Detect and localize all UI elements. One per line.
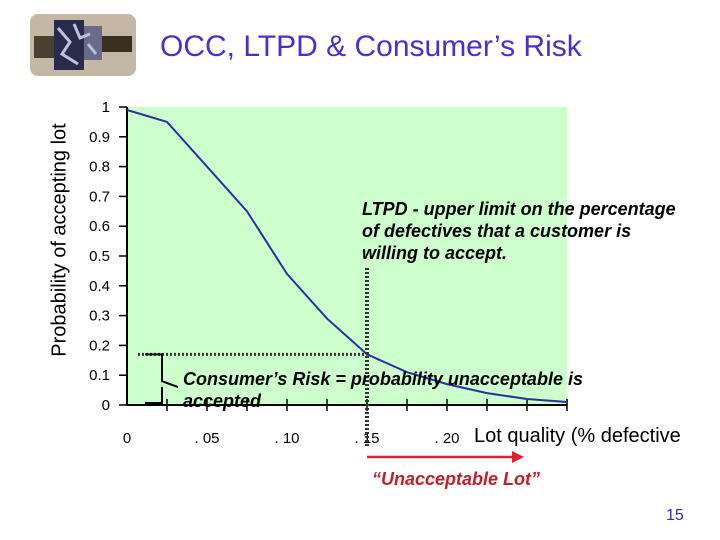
y-tick-label: 1 bbox=[102, 99, 110, 116]
ltpd-annotation: LTPD - upper limit on the percentage of … bbox=[362, 199, 676, 263]
y-tick-label: 0.3 bbox=[89, 308, 110, 325]
y-tick-label: 0.5 bbox=[89, 248, 110, 265]
unacceptable-arrow-head bbox=[512, 451, 524, 463]
x-tick-label: . 10 bbox=[274, 430, 299, 447]
x-axis-title: Lot quality (% defective bbox=[474, 425, 681, 447]
x-tick-label: . 05 bbox=[194, 430, 219, 447]
y-tick-label: 0.1 bbox=[89, 367, 110, 384]
y-tick-label: 0.9 bbox=[89, 129, 110, 146]
y-tick-label: 0.4 bbox=[89, 278, 110, 295]
y-tick-label: 0 bbox=[102, 397, 110, 414]
y-tick-label: 0.2 bbox=[89, 337, 110, 354]
unacceptable-lot-label: “Unacceptable Lot” bbox=[372, 469, 541, 489]
consumers-risk-annotation: Consumer’s Risk = probability unacceptab… bbox=[183, 369, 583, 411]
slide-title: OCC, LTPD & Consumer’s Risk bbox=[160, 30, 582, 63]
y-tick-label: 0.7 bbox=[89, 188, 110, 205]
y-axis: 0 0.1 0.2 0.3 0.4 0.5 0.6 0.7 0.8 0.9 1 bbox=[89, 99, 128, 414]
y-tick-label: 0.8 bbox=[89, 159, 110, 176]
logo bbox=[30, 14, 136, 76]
page-number: 15 bbox=[666, 507, 684, 524]
consumers-risk-bracket bbox=[145, 353, 179, 404]
x-tick-label: . 20 bbox=[434, 430, 459, 447]
oc-curve bbox=[126, 109, 568, 403]
y-tick-label: 0.6 bbox=[89, 218, 110, 235]
x-tick-label: . 15 bbox=[354, 430, 379, 447]
x-tick-label: 0 bbox=[123, 430, 131, 447]
x-axis: 0 . 05 . 10 . 15 . 20 bbox=[123, 399, 568, 447]
